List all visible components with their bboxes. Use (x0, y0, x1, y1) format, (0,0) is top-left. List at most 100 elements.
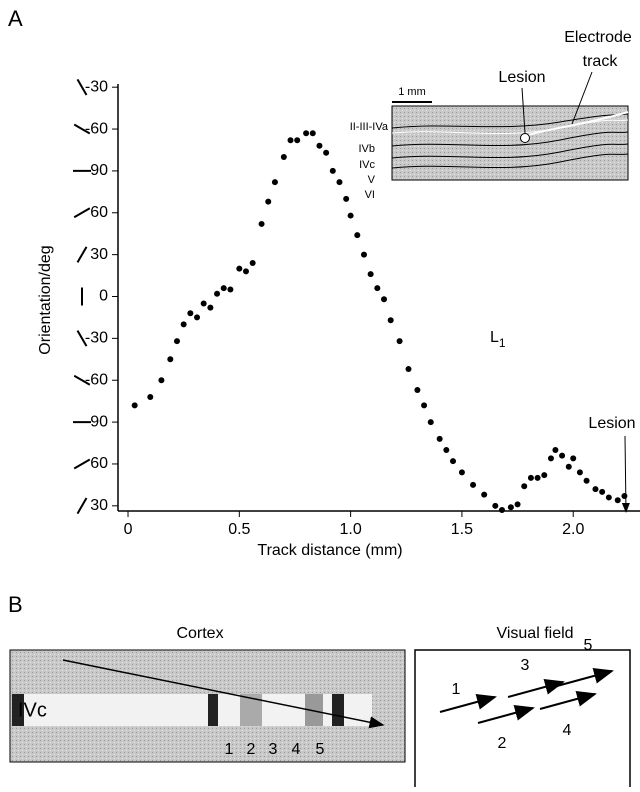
block (240, 694, 262, 726)
data-point (220, 285, 227, 292)
field-box (414, 649, 631, 787)
data-point (396, 338, 403, 345)
data-point (414, 386, 421, 393)
data-point (443, 446, 450, 453)
orientation-icon (76, 497, 88, 515)
data-point (347, 212, 354, 219)
data-point (303, 130, 310, 137)
layer-label: II-III-IVa (350, 121, 389, 133)
layer-label: IVc (359, 159, 375, 171)
orientation-icon (76, 330, 88, 347)
data-point (381, 296, 388, 303)
data-point (360, 251, 367, 258)
inset-track: track (583, 53, 619, 70)
track-arrow (62, 659, 385, 729)
y-tick-label: 90 (90, 413, 108, 430)
data-point (309, 130, 316, 137)
y-tick-label: 0 (99, 288, 108, 305)
field-arrow (539, 691, 597, 710)
electrode-track (524, 111, 629, 137)
data-point (605, 494, 612, 501)
y-tick-label: 30 (90, 497, 108, 514)
data-point (242, 268, 249, 275)
field-arrow (556, 668, 614, 687)
block (208, 694, 218, 726)
data-point (592, 486, 599, 493)
data-point (147, 393, 154, 400)
y-tick-label: 60 (90, 455, 108, 472)
data-point (316, 142, 323, 149)
block (305, 694, 323, 726)
data-point (405, 366, 412, 373)
data-point (367, 271, 374, 278)
pointer (521, 87, 526, 134)
data-point (249, 260, 256, 267)
data-point (481, 491, 488, 498)
data-point (552, 446, 559, 453)
data-point (173, 338, 180, 345)
x-tick-label: 0 (124, 521, 133, 538)
data-point (498, 507, 505, 513)
y-tick-label: 30 (90, 246, 108, 263)
data-point (514, 501, 521, 508)
layer-line (391, 131, 629, 147)
y-tick-label: -60 (85, 120, 108, 137)
data-point (387, 317, 394, 324)
data-point (527, 474, 534, 481)
data-point (167, 356, 174, 363)
y-tick-label: -30 (85, 330, 108, 347)
data-point (207, 304, 214, 311)
data-point (565, 463, 572, 470)
annotation: L1 (490, 329, 506, 350)
y-tick-label: -30 (85, 78, 108, 95)
orientation-icon (73, 458, 91, 470)
data-point (343, 195, 350, 202)
inset-track: Electrode (564, 29, 632, 46)
data-point (258, 220, 265, 227)
data-point (271, 179, 278, 186)
data-point (576, 469, 583, 476)
layer-label: VI (365, 189, 375, 201)
data-point (323, 149, 330, 156)
panel-label: A (8, 6, 23, 31)
data-point (470, 481, 477, 488)
data-point (131, 402, 138, 409)
x-tick-label: 1.0 (339, 521, 361, 538)
layer-label: IVc (18, 699, 47, 721)
orientation-icon (73, 374, 91, 386)
y-axis-label: Orientation/deg (37, 245, 54, 354)
data-point (227, 286, 234, 293)
data-point (541, 472, 548, 479)
data-point (214, 290, 221, 297)
data-point (200, 300, 207, 307)
panel-title: Cortex (176, 625, 223, 642)
data-point (287, 137, 294, 144)
layer-line (391, 143, 629, 159)
x-tick-label: 1.5 (451, 521, 473, 538)
data-point (374, 285, 381, 292)
orientation-icon (76, 78, 88, 96)
data-point (614, 497, 621, 504)
panel-b: B Cortex Visual field IVc 1 2 3 4 5 1 2 … (8, 592, 631, 787)
orientation-icon (73, 123, 91, 135)
y-tick-label: 60 (90, 204, 108, 221)
x-tick-label: 0.5 (228, 521, 250, 538)
layer-label: V (368, 174, 376, 186)
data-point (265, 198, 272, 205)
annotation-main: L (490, 329, 499, 346)
data-point (158, 377, 165, 384)
data-point (570, 455, 577, 462)
data-point (354, 232, 361, 239)
data-point (507, 504, 514, 511)
data-point (427, 419, 434, 426)
data-point (180, 321, 187, 328)
data-point (187, 310, 194, 317)
inset-lesion: Lesion (498, 69, 545, 86)
data-point (534, 474, 541, 481)
field-number: 3 (521, 657, 530, 674)
data-point (436, 435, 443, 442)
field-number: 4 (563, 722, 572, 739)
site-number: 4 (292, 741, 301, 758)
site-number: 1 (225, 741, 234, 758)
